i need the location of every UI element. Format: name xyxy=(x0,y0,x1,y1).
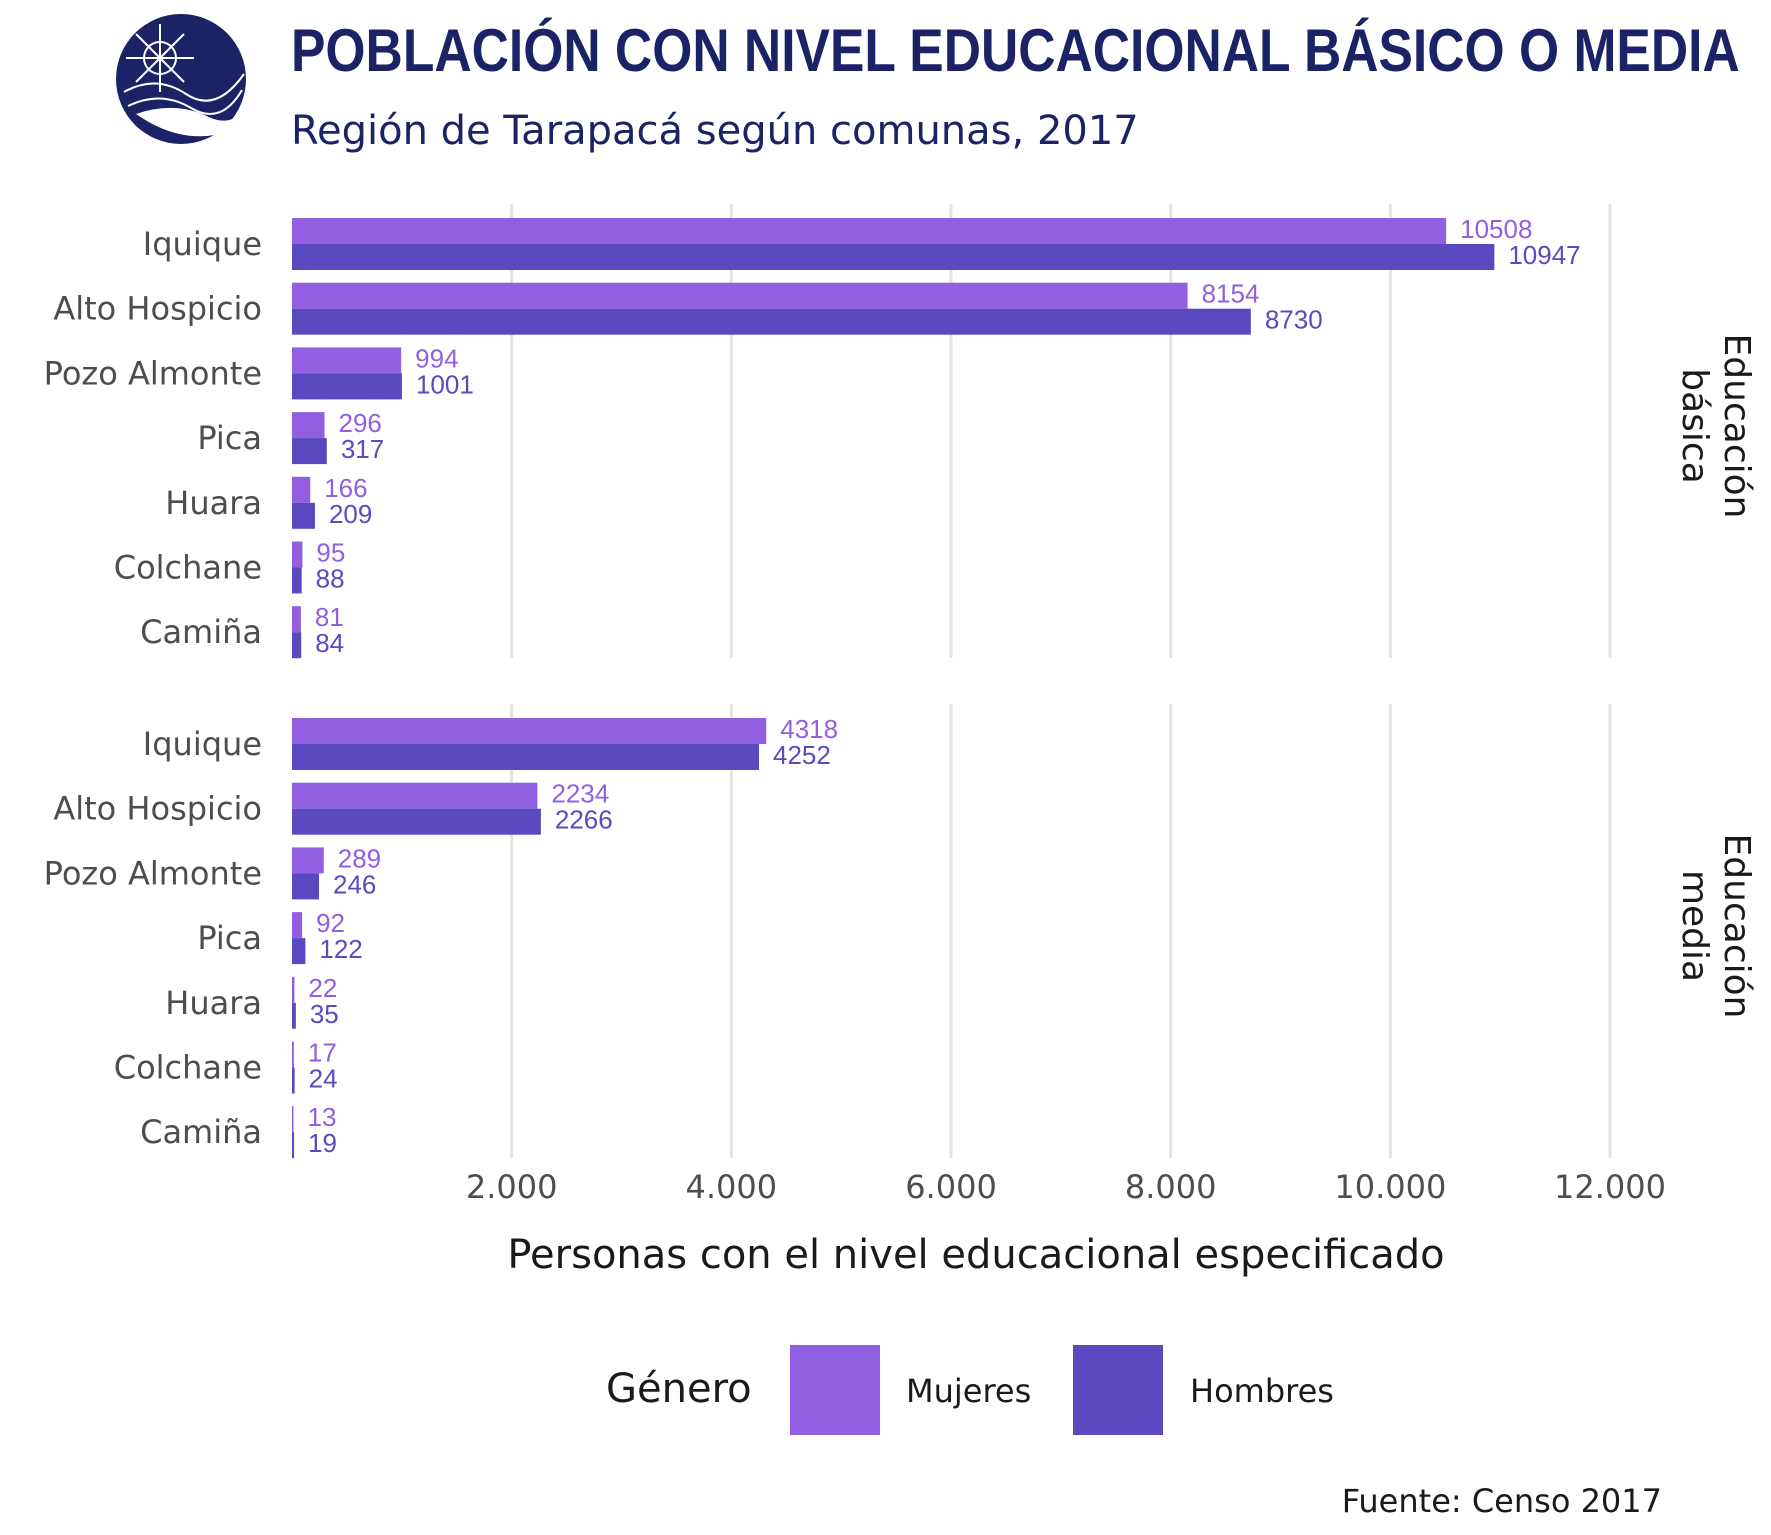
bar-hombres xyxy=(292,1132,295,1159)
category-label: Alto Hospicio xyxy=(53,790,262,828)
bar-hombres xyxy=(292,808,541,835)
bar-mujeres xyxy=(292,476,311,503)
category-label: Camiña xyxy=(140,1113,262,1151)
x-tick-label: 10.000 xyxy=(1334,1168,1446,1206)
data-label: 84 xyxy=(315,628,344,658)
data-label: 10508 xyxy=(1460,214,1532,244)
bar-mujeres xyxy=(292,412,325,439)
x-axis-title: Personas con el nivel educacional especi… xyxy=(507,1232,1444,1278)
bar-hombres xyxy=(292,567,302,594)
legend-title: Género xyxy=(606,1366,752,1412)
category-label: Alto Hospicio xyxy=(53,290,262,328)
logo-icon xyxy=(116,14,246,144)
data-label: 4252 xyxy=(773,740,831,770)
page-subtitle: Región de Tarapacá según comunas, 2017 xyxy=(291,108,1139,154)
grid-lines xyxy=(510,204,1612,1158)
category-label: Pica xyxy=(197,419,262,457)
category-label: Huara xyxy=(165,984,262,1022)
data-label: 92 xyxy=(316,908,345,938)
data-label: 22 xyxy=(308,973,337,1003)
category-label: Colchane xyxy=(114,549,262,587)
bar-mujeres xyxy=(292,1106,294,1133)
bar-mujeres xyxy=(292,218,1447,244)
data-label: 35 xyxy=(310,999,339,1029)
facet-label: Educaciónmedia xyxy=(1674,834,1757,1019)
bar-hombres xyxy=(292,438,327,465)
data-label: 246 xyxy=(333,869,376,899)
facet-label-line: Educación xyxy=(1716,834,1757,1019)
data-label: 8154 xyxy=(1202,279,1260,309)
bars xyxy=(292,218,1495,1159)
bar-hombres xyxy=(292,244,1495,270)
category-label: Pozo Almonte xyxy=(44,354,262,392)
data-label: 994 xyxy=(415,343,458,373)
legend-swatch-mujeres xyxy=(790,1345,880,1435)
category-label: Pozo Almonte xyxy=(44,854,262,892)
category-label: Camiña xyxy=(140,613,262,651)
bar-mujeres xyxy=(292,541,303,568)
caption: Fuente: Censo 2017 xyxy=(1342,1482,1662,1520)
bar-hombres xyxy=(292,938,306,965)
data-label: 24 xyxy=(309,1064,338,1094)
bar-mujeres xyxy=(292,718,767,744)
legend-label-mujeres: Mujeres xyxy=(906,1372,1031,1410)
x-tick-label: 12.000 xyxy=(1554,1168,1666,1206)
bar-mujeres xyxy=(292,282,1188,309)
data-label: 166 xyxy=(324,473,367,503)
bar-mujeres xyxy=(292,782,538,809)
x-tick-label: 6.000 xyxy=(905,1168,997,1206)
facet-label-line: Educación xyxy=(1716,334,1757,519)
category-label: Colchane xyxy=(114,1049,262,1087)
data-label: 4318 xyxy=(780,714,838,744)
category-label: Iquique xyxy=(143,725,262,763)
data-label: 88 xyxy=(316,564,345,594)
x-tick-label: 2.000 xyxy=(466,1168,558,1206)
facet-label: Educaciónbásica xyxy=(1674,334,1757,519)
data-label: 122 xyxy=(319,934,362,964)
data-label: 1001 xyxy=(416,369,474,399)
data-label: 289 xyxy=(338,843,381,873)
data-label: 17 xyxy=(308,1038,337,1068)
bar-mujeres xyxy=(292,347,402,374)
bar-mujeres xyxy=(292,912,303,939)
bar-mujeres xyxy=(292,976,295,1003)
bar-mujeres xyxy=(292,847,324,874)
data-label: 296 xyxy=(339,408,382,438)
bar-hombres xyxy=(292,502,315,529)
category-label: Iquique xyxy=(143,225,262,263)
page-title: POBLACIÓN CON NIVEL EDUCACIONAL BÁSICO O… xyxy=(291,17,1740,84)
x-tick-label: 8.000 xyxy=(1125,1168,1217,1206)
data-label: 19 xyxy=(308,1128,337,1158)
x-tick-label: 4.000 xyxy=(686,1168,778,1206)
data-label: 81 xyxy=(315,602,344,632)
bar-hombres xyxy=(292,308,1251,335)
bar-hombres xyxy=(292,744,760,770)
legend-label-hombres: Hombres xyxy=(1190,1372,1334,1410)
data-label: 209 xyxy=(329,499,372,529)
category-label: Huara xyxy=(165,484,262,522)
bar-hombres xyxy=(292,1002,296,1029)
facet-label-line: media xyxy=(1674,870,1715,982)
data-label: 8730 xyxy=(1265,305,1323,335)
bar-hombres xyxy=(292,632,302,659)
category-label: Pica xyxy=(197,919,262,957)
bar-hombres xyxy=(292,873,320,900)
data-label: 317 xyxy=(341,434,384,464)
legend-swatch-hombres xyxy=(1073,1345,1163,1435)
data-label: 2266 xyxy=(555,805,613,835)
bar-mujeres xyxy=(292,606,301,633)
bar-mujeres xyxy=(292,1041,294,1068)
facet-label-line: básica xyxy=(1674,368,1715,484)
bar-hombres xyxy=(292,1067,295,1094)
data-label: 10947 xyxy=(1508,240,1580,270)
bar-hombres xyxy=(292,373,402,400)
data-label: 13 xyxy=(308,1102,337,1132)
data-label: 95 xyxy=(316,538,345,568)
data-label: 2234 xyxy=(551,779,609,809)
